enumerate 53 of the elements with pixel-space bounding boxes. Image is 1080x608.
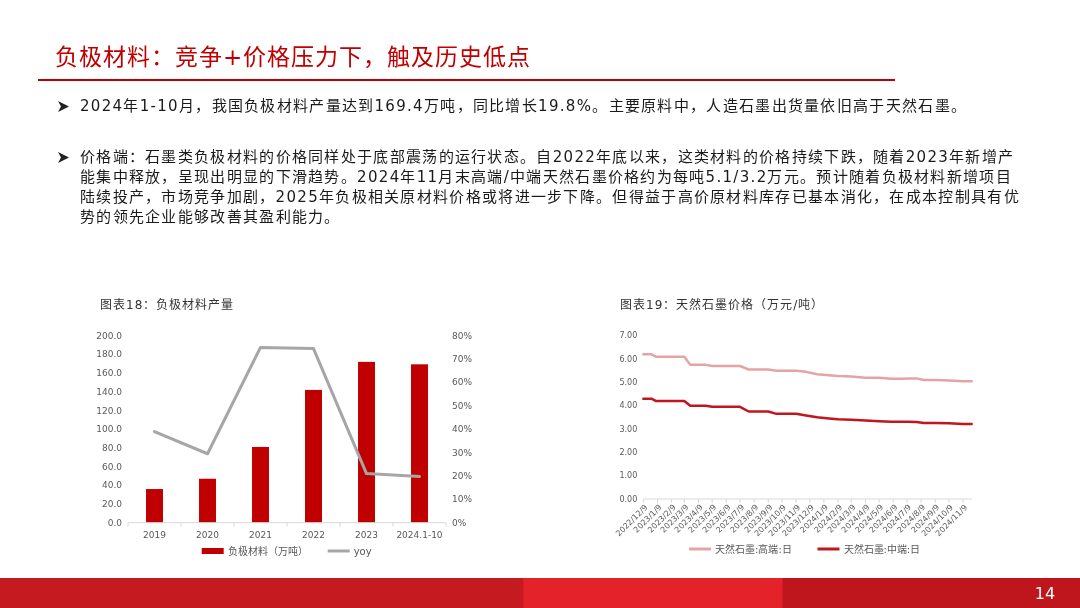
y-tick-label: 120.0	[96, 405, 123, 416]
y2-tick-label: 20%	[452, 470, 473, 481]
y2-tick-label: 70%	[452, 354, 473, 365]
bar	[358, 361, 375, 523]
y-tick-label: 180.0	[96, 349, 123, 360]
y2-tick-label: 10%	[452, 494, 473, 505]
text: 14	[1033, 584, 1057, 604]
x-tick-label: 2023	[355, 529, 378, 540]
line-series	[642, 353, 973, 383]
y-tick-label: 0.00	[619, 494, 638, 504]
text: 2024年1-10月，我国负极材料产量达到169.4万吨，同比增长19.8%。主要原料中，人造石墨出货量依旧高于天然石墨。	[80, 97, 968, 115]
y-tick-label: 1.00	[619, 471, 638, 481]
y-tick-label: 2.00	[619, 447, 638, 457]
y-tick-label: 100.0	[96, 424, 123, 435]
text: 负极材料：竞争+价格压力下，触及历史低点	[55, 43, 532, 72]
y2-tick-label: 60%	[452, 377, 473, 388]
x-tick-label: 2024.1-10	[396, 529, 443, 540]
y-tick-label: 140.0	[96, 386, 123, 397]
bar	[252, 446, 269, 523]
y-tick-label: 20.0	[101, 499, 123, 509]
x-tick-label: 2022	[302, 529, 325, 540]
x-tick-label: 2019	[143, 529, 167, 540]
y-tick-label: 4.00	[619, 401, 638, 411]
y2-tick-label: 0%	[452, 517, 467, 528]
chart-title: 图表19：天然石墨价格（万元/吨）	[620, 297, 825, 312]
chart-title: 图表18：负极材料产量	[100, 298, 235, 312]
y-tick-label: 80.0	[101, 442, 123, 453]
bar	[199, 478, 216, 523]
y-tick-label: 200.0	[96, 330, 123, 341]
y-tick-label: 60.0	[101, 461, 123, 472]
legend-label: 天然石墨:高端:日	[715, 542, 792, 555]
bar	[411, 364, 428, 523]
y2-tick-label: 80%	[452, 330, 473, 341]
y-tick-label: 7.00	[619, 331, 638, 341]
y-tick-label: 0.0	[107, 517, 123, 528]
line-series	[642, 397, 973, 426]
x-tick-label: 2020	[196, 529, 220, 540]
text: 价格端：石墨类负极材料的价格同样处于底部震荡的运行状态。自2022年底以来，这类材料的价格持续下跌，随着2023年新增产能集中释放，呈现出明显的下滑趋势。2024年11月末高端/中端天然石墨价格约为每吨5.1/3.2万元。预计随着负极材料新增项目陆续投产，市场竞争加剧，2025年负极相关原材料价格或将进一步下降。但得益于高价原材料库存已基本消化，在成本控制具有优势的领先企业能够改善其盈利能力。	[80, 148, 1020, 226]
bar	[305, 389, 322, 523]
x-tick-label: 2021	[249, 529, 272, 540]
y2-tick-label: 30%	[452, 447, 473, 458]
y-tick-label: 6.00	[619, 354, 638, 364]
line-series	[153, 345, 421, 478]
y-tick-label: 40.0	[101, 480, 123, 491]
legend-label: yoy	[353, 545, 372, 557]
legend-label: 天然石墨:中端:日	[843, 542, 921, 555]
y-tick-label: 160.0	[96, 368, 123, 379]
y2-tick-label: 50%	[452, 400, 473, 411]
bar	[146, 489, 163, 523]
legend-label: 负极材料（万吨）	[227, 544, 308, 557]
y-tick-label: 3.00	[619, 424, 638, 434]
y2-tick-label: 40%	[452, 424, 473, 435]
y-tick-label: 5.00	[619, 377, 638, 387]
